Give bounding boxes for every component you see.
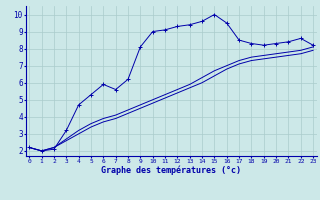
- X-axis label: Graphe des températures (°c): Graphe des températures (°c): [101, 165, 241, 175]
